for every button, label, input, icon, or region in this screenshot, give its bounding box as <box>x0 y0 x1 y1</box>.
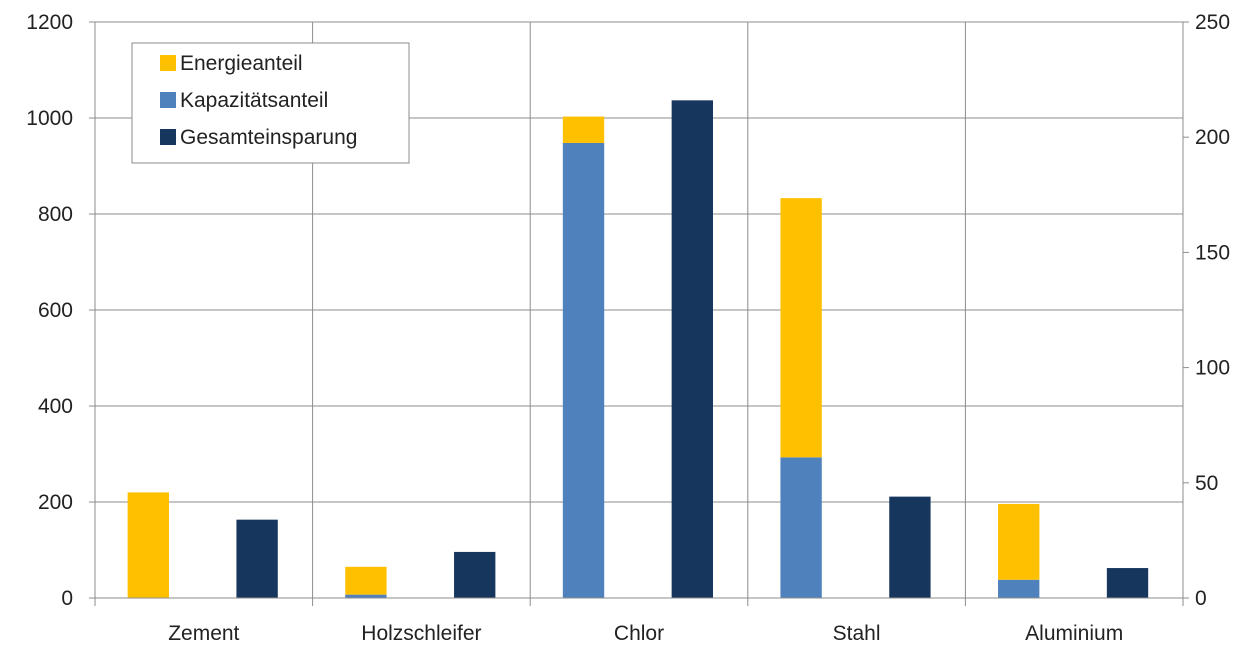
bar-gesamteinsparung-0 <box>236 519 278 598</box>
left-tick-label: 1000 <box>26 107 73 130</box>
legend-label: Gesamteinsparung <box>180 126 357 149</box>
bars <box>127 100 1149 598</box>
right-tick-label: 150 <box>1195 241 1230 264</box>
bar-energieanteil-3 <box>780 198 822 458</box>
bar-kapazit-tsanteil-4 <box>998 579 1040 598</box>
bar-gesamteinsparung-1 <box>454 551 496 598</box>
left-tick-label: 200 <box>38 491 73 514</box>
legend: Energieanteil Kapazitätsanteil Gesamteinsp… <box>131 42 410 164</box>
right-tick-label: 100 <box>1195 357 1230 380</box>
left-tick-label: 800 <box>38 203 73 226</box>
bar-energieanteil-2 <box>562 116 605 143</box>
bar-gesamteinsparung-3 <box>889 496 931 598</box>
right-tick-label: 200 <box>1195 126 1230 149</box>
right-tick-label: 50 <box>1195 472 1218 495</box>
bar-kapazit-tsanteil-1 <box>345 594 387 598</box>
category-labels: Zement Holzschleifer Chlor Stahl Aluminium <box>168 622 1123 645</box>
category-label: Chlor <box>614 622 664 645</box>
bar-gesamteinsparung-4 <box>1106 568 1149 598</box>
bar-kapazit-tsanteil-2 <box>562 142 605 598</box>
right-tick-label: 250 <box>1195 11 1230 34</box>
category-label: Stahl <box>833 622 881 645</box>
bar-energieanteil-1 <box>345 566 387 595</box>
left-tick-label: 600 <box>38 299 73 322</box>
left-axis-ticks: 0 200 400 600 800 1000 1200 <box>26 11 73 610</box>
axes <box>89 21 1189 599</box>
bar-gesamteinsparung-2 <box>671 100 713 598</box>
category-label: Zement <box>168 622 239 645</box>
left-tick-label: 0 <box>61 587 73 610</box>
category-label: Aluminium <box>1025 622 1123 645</box>
bar-energieanteil-4 <box>998 503 1040 580</box>
legend-swatch <box>160 92 176 108</box>
left-tick-label: 1200 <box>26 11 73 34</box>
bar-energieanteil-0 <box>127 492 169 598</box>
legend-box <box>131 42 410 164</box>
legend-label: Energieanteil <box>180 52 303 75</box>
right-tick-label: 0 <box>1195 587 1207 610</box>
legend-swatch <box>160 129 176 145</box>
category-label: Holzschleifer <box>361 622 481 645</box>
right-axis-ticks: 0 50 100 150 200 250 <box>1195 11 1230 610</box>
legend-label: Kapazitätsanteil <box>180 89 328 112</box>
left-tick-label: 400 <box>38 395 73 418</box>
bar-kapazit-tsanteil-3 <box>780 457 822 598</box>
legend-swatch <box>160 55 176 71</box>
